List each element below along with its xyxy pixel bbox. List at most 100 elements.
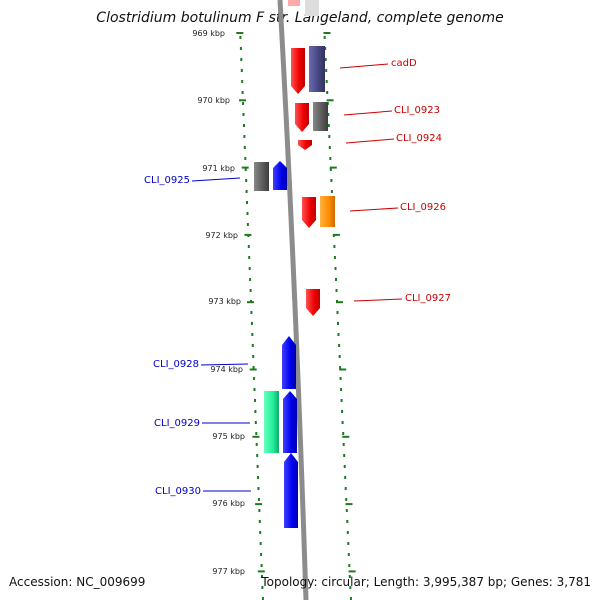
gene-feature-gray-upper[interactable] — [313, 102, 328, 131]
ruler-dot-left — [244, 157, 247, 160]
ruler-dot-right — [328, 135, 331, 138]
gene-cli-0923[interactable] — [295, 103, 309, 132]
ruler-dot-left — [243, 124, 245, 127]
label-cli-0925[interactable]: CLI_0925 — [144, 175, 190, 186]
ruler-major-tick-right — [348, 570, 356, 573]
ruler-major-tick-left — [244, 233, 252, 236]
ruler-dot-right — [333, 256, 336, 259]
ruler-dot-left — [246, 212, 249, 215]
ruler-dot-right — [329, 168, 332, 171]
scale-labels: 969 kbp 970 kbp 971 kbp 972 kbp 973 kbp … — [192, 29, 245, 576]
leader-cadd — [339, 63, 389, 69]
ruler-dot-right — [336, 311, 339, 314]
scale-label-973: 973 kbp — [208, 297, 241, 306]
label-cli-0924[interactable]: CLI_0924 — [396, 133, 442, 144]
ruler-dot-left — [239, 36, 242, 39]
scale-ruler — [236, 32, 356, 600]
ruler-dot-left — [250, 322, 253, 325]
label-cli-0926[interactable]: CLI_0926 — [400, 202, 446, 213]
ruler-major-tick-left — [249, 368, 257, 371]
label-cli-0930[interactable]: CLI_0930 — [155, 486, 201, 497]
gene-labels: cadD CLI_0923 CLI_0924 CLI_0925 CLI_0926… — [144, 58, 451, 497]
gene-cli-0927[interactable] — [306, 289, 320, 316]
ruler-dot-left — [256, 454, 259, 457]
topology-text: Topology: circular; Length: 3,995,387 bp… — [261, 575, 591, 589]
ruler-dot-left — [243, 135, 246, 138]
ruler-dot-left — [245, 190, 248, 193]
ruler-dot-right — [347, 553, 350, 556]
scale-label-971: 971 kbp — [202, 164, 235, 173]
gene-cli-0930[interactable] — [284, 453, 298, 528]
gene-feature-orange[interactable] — [320, 196, 335, 227]
leader-cli-0925 — [191, 177, 241, 182]
ruler-dot-left — [243, 146, 246, 149]
gene-cli-0925[interactable] — [273, 161, 287, 190]
ruler-major-tick-left — [257, 570, 265, 573]
ruler-dot-right — [324, 47, 327, 50]
label-cli-0923[interactable]: CLI_0923 — [394, 105, 440, 116]
ruler-dot-right — [343, 454, 346, 457]
ruler-dot-left — [241, 80, 244, 83]
ruler-dot-left — [251, 333, 254, 336]
ruler-dot-right — [339, 366, 342, 369]
ruler-major-tick-right — [342, 435, 350, 438]
gene-cli-0924[interactable] — [298, 140, 312, 150]
ruler-dot-right — [342, 443, 345, 446]
ruler-dot-left — [253, 377, 256, 380]
leader-cli-0923 — [343, 110, 393, 116]
ruler-dot-left — [257, 487, 260, 490]
ruler-dot-right — [340, 399, 343, 402]
partial-gene-top-red — [288, 0, 300, 6]
ruler-dot-right — [345, 509, 348, 512]
ruler-dot-left — [258, 509, 261, 512]
ruler-dot-right — [338, 344, 341, 347]
gene-cli-0929[interactable] — [283, 391, 297, 453]
gene-cadd[interactable] — [291, 48, 305, 94]
ruler-dot-right — [325, 80, 328, 83]
ruler-dot-right — [349, 597, 352, 600]
accession-text: Accession: NC_009699 — [9, 575, 146, 589]
ruler-dot-left — [248, 256, 251, 259]
ruler-dot-right — [330, 179, 333, 182]
ruler-dot-right — [346, 520, 349, 523]
ruler-dot-right — [342, 432, 345, 435]
label-leaders — [191, 63, 403, 492]
ruler-dot-right — [327, 113, 330, 116]
ruler-dot-left — [246, 201, 248, 204]
gene-features — [254, 46, 335, 528]
ruler-dot-left — [261, 586, 264, 589]
ruler-dot-left — [248, 267, 251, 270]
ruler-major-tick-left — [252, 435, 260, 438]
ruler-dot-right — [333, 245, 336, 248]
ruler-dot-right — [344, 476, 347, 479]
gene-feature-gray-left[interactable] — [254, 162, 269, 191]
label-cadd[interactable]: cadD — [391, 58, 417, 69]
ruler-major-tick-left — [239, 99, 246, 102]
ruler-dot-right — [337, 333, 340, 336]
gene-feature-slate[interactable] — [309, 46, 325, 92]
ruler-dot-right — [343, 465, 346, 468]
partial-gene-top-gray — [305, 0, 319, 16]
label-cli-0929[interactable]: CLI_0929 — [154, 418, 200, 429]
ruler-dot-right — [341, 410, 344, 413]
ruler-dot-left — [253, 388, 256, 391]
ruler-dot-left — [260, 553, 263, 556]
ruler-dot-right — [328, 146, 331, 149]
label-cli-0928[interactable]: CLI_0928 — [153, 359, 199, 370]
gene-cli-0926[interactable] — [302, 197, 316, 228]
ruler-dot-left — [260, 564, 263, 567]
ruler-major-tick-right — [329, 166, 337, 169]
ruler-dot-left — [257, 498, 260, 501]
map-title: Clostridium botulinum F str. Langeland, … — [96, 10, 504, 26]
gene-feature-green[interactable] — [264, 391, 279, 453]
ruler-dot-right — [340, 388, 343, 391]
leader-cli-0926 — [349, 207, 399, 212]
ruler-dot-left — [252, 355, 255, 358]
ruler-dot-left — [249, 289, 252, 292]
scale-label-970: 970 kbp — [197, 96, 230, 105]
ruler-dot-left — [256, 465, 259, 468]
leader-cli-0927 — [353, 298, 403, 302]
label-cli-0927[interactable]: CLI_0927 — [405, 293, 451, 304]
gene-cli-0928[interactable] — [282, 336, 296, 389]
